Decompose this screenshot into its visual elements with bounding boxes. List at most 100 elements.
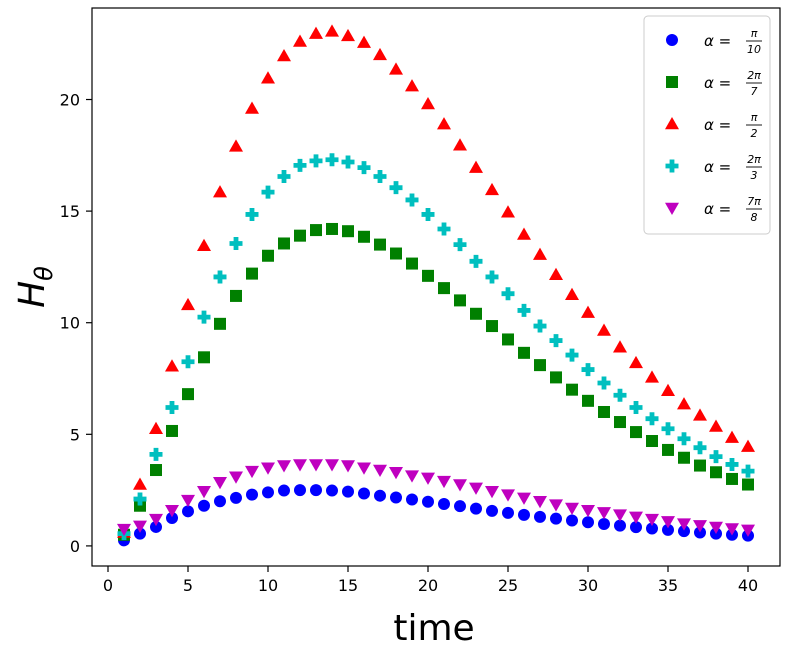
- legend-marker: [665, 202, 679, 215]
- data-point: [150, 520, 162, 533]
- data-point: [214, 317, 226, 330]
- series-5: [117, 459, 755, 537]
- data-point: [581, 363, 595, 377]
- data-point: [517, 303, 531, 317]
- data-point: [229, 236, 243, 250]
- data-point: [614, 519, 626, 532]
- data-point: [629, 511, 643, 524]
- data-point: [533, 496, 547, 509]
- data-point: [277, 48, 291, 62]
- data-point: [453, 238, 467, 252]
- legend-fraction-numerator: π: [751, 111, 758, 124]
- data-point: [517, 227, 531, 240]
- legend-fraction-numerator: 2π: [747, 153, 761, 166]
- data-point: [469, 160, 483, 173]
- data-point: [182, 505, 194, 518]
- data-point: [357, 462, 371, 475]
- data-point: [245, 465, 259, 479]
- series-1: [118, 484, 754, 547]
- data-point: [709, 419, 723, 432]
- x-tick-label: 40: [738, 576, 758, 595]
- data-point: [438, 282, 450, 295]
- legend-fraction-denominator: 7: [751, 85, 758, 98]
- data-point: [677, 432, 691, 446]
- data-point: [518, 508, 530, 521]
- data-point: [501, 287, 515, 301]
- y-axis-title-base: H: [12, 281, 53, 308]
- legend-box: [643, 15, 771, 235]
- x-tick-label: 30: [578, 576, 598, 595]
- data-point: [165, 401, 179, 415]
- data-point: [165, 504, 179, 518]
- data-point: [597, 376, 611, 390]
- legend-fraction-denominator: 10: [747, 43, 761, 56]
- data-point: [134, 527, 146, 540]
- data-point: [742, 478, 754, 491]
- legend-item: α = π 10: [666, 27, 762, 56]
- data-point: [133, 492, 147, 506]
- data-point: [582, 394, 594, 407]
- data-point: [293, 34, 307, 47]
- legend-fraction-denominator: 2: [751, 127, 758, 140]
- data-point: [613, 509, 627, 522]
- y-tick-label: 10: [60, 314, 80, 333]
- legend-fraction-numerator: 7π: [747, 195, 761, 208]
- legend-marker: [665, 117, 679, 130]
- data-point: [150, 464, 162, 477]
- data-point: [469, 254, 483, 268]
- data-point: [117, 523, 131, 537]
- data-point: [549, 267, 563, 280]
- legend-label: α =: [704, 116, 731, 134]
- data-point: [389, 467, 403, 480]
- data-point: [390, 491, 402, 504]
- data-point: [710, 466, 722, 479]
- data-point: [693, 441, 707, 455]
- data-point: [453, 138, 467, 151]
- x-tick-label: 0: [103, 576, 113, 595]
- x-axis-ticks: 0 5 10 15 20 25 30 35 40: [103, 566, 758, 595]
- data-point: [166, 424, 178, 437]
- data-point: [133, 477, 147, 490]
- data-point: [725, 457, 739, 471]
- legend-fraction-denominator: 3: [751, 169, 758, 182]
- y-tick-label: 15: [60, 202, 80, 221]
- data-point: [373, 47, 387, 61]
- data-point: [197, 238, 211, 251]
- data-point: [646, 522, 658, 535]
- data-point: [277, 170, 291, 184]
- data-point: [678, 525, 690, 538]
- data-point: [341, 155, 355, 169]
- data-point: [325, 153, 339, 167]
- data-point: [437, 117, 451, 130]
- legend-label: α =: [704, 200, 731, 218]
- x-axis-title: time: [393, 608, 474, 648]
- data-point: [357, 35, 371, 48]
- legend-fraction-numerator: π: [751, 27, 758, 40]
- data-point: [645, 513, 659, 527]
- legend-item: α = 2π 3: [665, 153, 762, 182]
- data-point: [630, 521, 642, 534]
- data-point: [662, 443, 674, 456]
- legend-fraction-denominator: 8: [751, 211, 758, 224]
- data-point: [245, 207, 259, 221]
- data-point: [502, 333, 514, 346]
- data-point: [389, 62, 403, 75]
- data-point: [309, 154, 323, 168]
- data-point: [197, 485, 211, 499]
- data-point: [181, 494, 195, 508]
- data-point: [310, 224, 322, 237]
- data-point: [277, 460, 291, 473]
- data-point: [437, 475, 451, 489]
- data-point: [629, 401, 643, 415]
- data-point: [485, 485, 499, 499]
- y-tick-label: 20: [60, 91, 80, 110]
- data-point: [661, 516, 675, 529]
- x-tick-label: 10: [258, 576, 278, 595]
- data-point: [197, 310, 211, 324]
- data-point: [741, 464, 755, 478]
- data-point: [517, 492, 531, 505]
- legend-fraction-numerator: 2π: [747, 69, 761, 82]
- data-point: [342, 225, 354, 238]
- data-point: [405, 193, 419, 207]
- series-4: [117, 153, 755, 541]
